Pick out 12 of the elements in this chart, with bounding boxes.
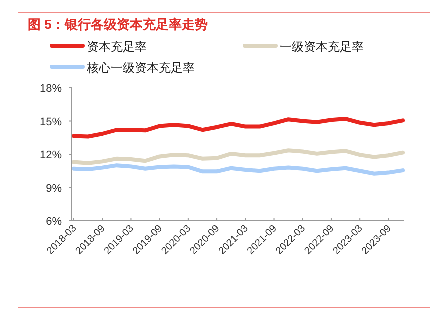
line-series <box>72 164 405 176</box>
y-tick-label: 15% <box>40 116 62 128</box>
y-tick-label: 18% <box>40 83 62 95</box>
chart-title: 图 5：银行各级资本充足率走势 <box>28 17 208 32</box>
y-tick-label: 9% <box>46 182 62 195</box>
y-tick-label: 6% <box>46 216 62 228</box>
line-series <box>72 117 405 139</box>
y-tick-label: 12% <box>40 150 62 162</box>
legend-label: 资本充足率 <box>87 40 147 54</box>
legend-label: 一级资本充足率 <box>280 40 364 54</box>
legend-label: 核心一级资本充足率 <box>86 61 195 75</box>
line-series <box>72 148 405 166</box>
